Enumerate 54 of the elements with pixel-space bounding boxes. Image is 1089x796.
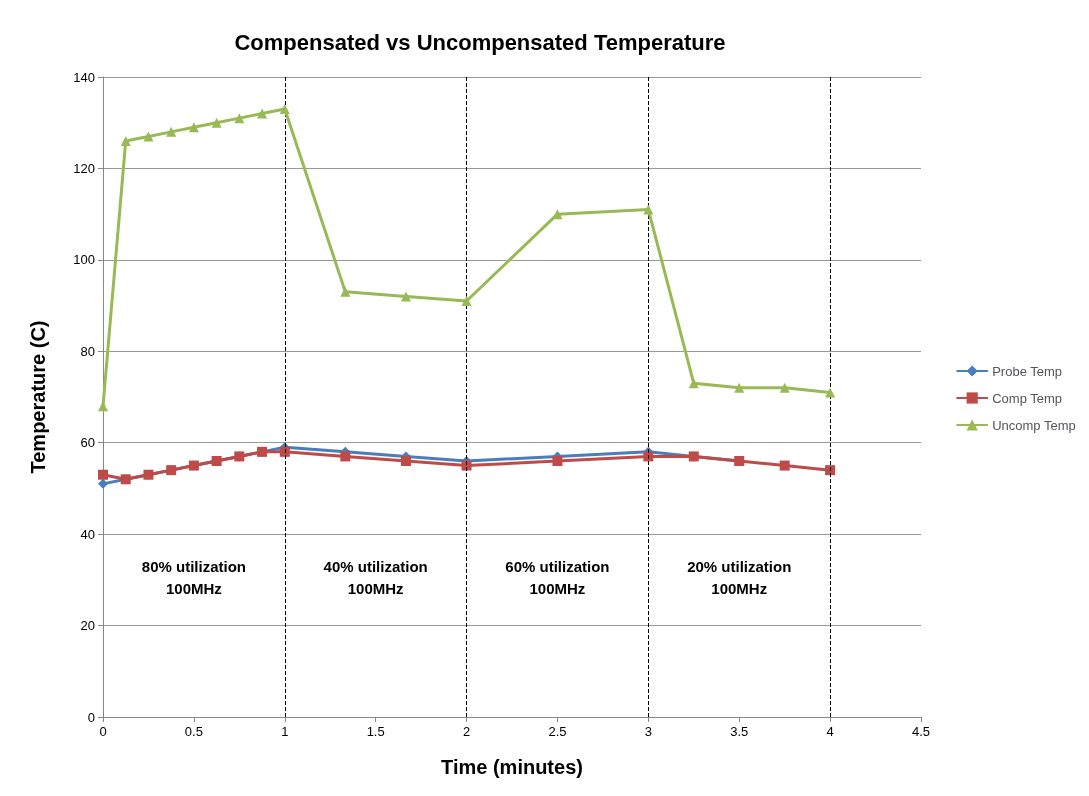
- point: [257, 108, 268, 119]
- y-tick-label: 0: [87, 709, 95, 725]
- point: [234, 113, 245, 124]
- y-tick-label: 20: [80, 618, 95, 634]
- point: [279, 104, 290, 114]
- point: [211, 117, 222, 128]
- x-tick-label: 2: [462, 724, 471, 739]
- x-tick-label: 1: [281, 724, 289, 739]
- annotation: 60% utilization 100MHz: [505, 557, 610, 597]
- y-tick-label: 80: [80, 343, 95, 359]
- point: [825, 465, 836, 476]
- y-axis-title: Temperature (C): [27, 320, 49, 474]
- x-tick-label: 3.5: [730, 724, 749, 739]
- annotation: 80% utilization 100MHz: [141, 557, 246, 597]
- point: [401, 291, 412, 302]
- x-tick-label: 4.5: [911, 724, 931, 739]
- chart-title: Compensated vs Uncompensated Temperature: [234, 29, 726, 55]
- legend-label: Uncomp Temp: [992, 417, 1076, 433]
- point: [643, 451, 654, 462]
- point: [166, 126, 177, 137]
- annotation: 20% utilization 100MHz: [687, 557, 792, 597]
- point: [340, 451, 351, 462]
- point: [279, 446, 290, 457]
- point: [98, 469, 108, 480]
- y-tick-label: 140: [73, 69, 95, 85]
- point: [779, 460, 790, 471]
- x-tick-label: 0: [99, 724, 107, 739]
- x-tick-label: 4: [826, 724, 834, 739]
- y-tick-label: 100: [73, 252, 95, 268]
- point: [143, 131, 154, 142]
- point: [779, 382, 790, 393]
- point: [120, 136, 131, 146]
- point: [401, 456, 412, 466]
- x-tick-label: 3: [644, 724, 652, 739]
- y-tick-label: 40: [80, 526, 95, 542]
- x-tick-label: 2.5: [548, 724, 567, 739]
- point: [552, 456, 563, 466]
- point: [188, 122, 199, 133]
- point: [461, 296, 472, 306]
- point: [825, 387, 836, 398]
- point: [688, 378, 699, 389]
- y-tick-label: 120: [73, 160, 95, 176]
- x-tick-label: 0.5: [184, 724, 203, 739]
- x-axis-title: Time (minutes): [441, 756, 583, 778]
- annotation: 40% utilization 100MHz: [323, 557, 428, 597]
- point: [461, 460, 472, 471]
- point: [340, 286, 351, 297]
- point: [98, 478, 108, 489]
- point: [643, 204, 654, 215]
- y-tick-label: 60: [80, 435, 95, 451]
- legend-label: Probe Temp: [992, 363, 1063, 379]
- point: [734, 382, 745, 393]
- legend-label: Comp Temp: [992, 390, 1063, 406]
- x-tick-label: 1.5: [366, 724, 385, 739]
